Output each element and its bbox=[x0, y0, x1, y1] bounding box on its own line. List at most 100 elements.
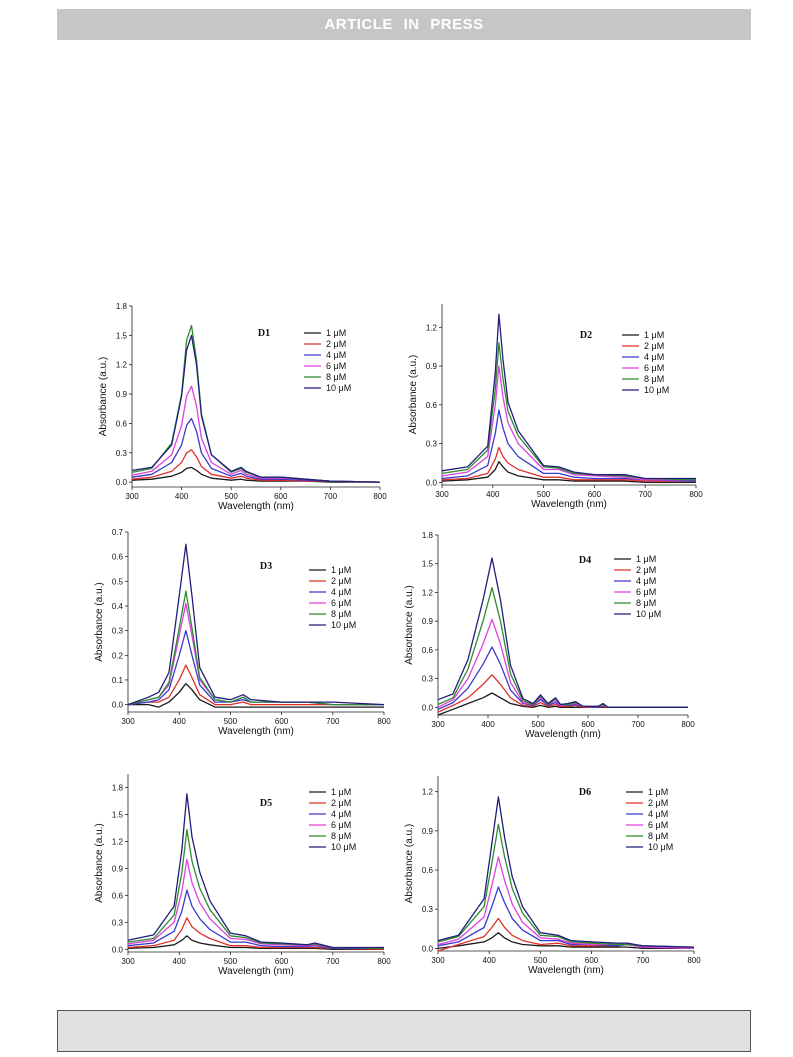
y-tick-label: 0.3 bbox=[422, 905, 434, 914]
legend-label: 2 μM bbox=[636, 565, 656, 575]
y-tick-label: 0.0 bbox=[116, 478, 128, 487]
legend-label: 2 μM bbox=[326, 339, 346, 349]
panel-title: D2 bbox=[580, 330, 592, 341]
y-tick-label: 0.0 bbox=[112, 701, 124, 710]
legend-label: 2 μM bbox=[331, 798, 351, 808]
legend-label: 4 μM bbox=[648, 809, 668, 819]
chart-d4: 300 400 500 600 700 800 0.0 0.3 0.6 0.9 1.2 1.5 1.8 W… bbox=[404, 531, 695, 740]
series-line-6m bbox=[437, 618, 688, 708]
legend-label: 10 μM bbox=[326, 383, 351, 393]
y-axis-title: Absorbance (a.u.) bbox=[404, 585, 415, 665]
x-tick-label: 400 bbox=[173, 957, 187, 966]
y-tick-label: 0.5 bbox=[112, 577, 124, 586]
y-tick-label: 0.3 bbox=[116, 449, 128, 458]
y-tick-label: 1.2 bbox=[422, 588, 434, 597]
y-tick-label: 0.6 bbox=[116, 419, 128, 428]
series-line-6m bbox=[441, 365, 696, 481]
x-tick-label: 600 bbox=[585, 956, 599, 965]
legend-label: 6 μM bbox=[331, 820, 351, 830]
legend-label: 4 μM bbox=[636, 576, 656, 586]
y-tick-label: 0.3 bbox=[112, 627, 124, 636]
series-line-6m bbox=[131, 385, 381, 483]
x-tick-label: 700 bbox=[631, 720, 645, 729]
series-line-4m bbox=[127, 629, 384, 706]
legend-label: 8 μM bbox=[331, 609, 351, 619]
y-tick-label: 0.9 bbox=[426, 362, 438, 371]
legend-label: 1 μM bbox=[331, 787, 351, 797]
legend-label: 2 μM bbox=[331, 576, 351, 586]
series-line-2m bbox=[437, 674, 688, 713]
y-axis-title: Absorbance (a.u.) bbox=[404, 824, 415, 904]
series-line-4m bbox=[437, 886, 695, 950]
x-tick-label: 800 bbox=[377, 957, 391, 966]
y-tick-label: 0.0 bbox=[112, 945, 124, 954]
series-line-1m bbox=[127, 935, 384, 950]
series-line-1m bbox=[437, 932, 694, 950]
y-tick-label: 0.4 bbox=[112, 602, 124, 611]
series-line-2m bbox=[127, 917, 385, 950]
x-tick-label: 500 bbox=[224, 957, 238, 966]
y-tick-label: 1.8 bbox=[116, 302, 128, 311]
y-tick-label: 0.0 bbox=[422, 944, 434, 953]
legend-label: 8 μM bbox=[636, 598, 656, 608]
x-tick-label: 700 bbox=[636, 956, 650, 965]
x-axis-title: Wavelength (nm) bbox=[218, 966, 294, 977]
x-tick-label: 600 bbox=[581, 720, 595, 729]
chart-d2: 300 400 500 600 700 800 0.0 0.3 0.6 0.9 1.2 Wavelen… bbox=[408, 304, 703, 510]
x-tick-label: 300 bbox=[431, 720, 445, 729]
y-tick-label: 0.3 bbox=[426, 440, 438, 449]
footer-box bbox=[57, 1010, 751, 1052]
panel-title: D6 bbox=[579, 787, 591, 798]
y-tick-label: 0.1 bbox=[112, 676, 124, 685]
x-tick-label: 700 bbox=[326, 717, 340, 726]
x-tick-label: 400 bbox=[175, 492, 189, 501]
x-tick-label: 800 bbox=[687, 956, 701, 965]
legend-label: 1 μM bbox=[648, 787, 668, 797]
y-tick-label: 0.3 bbox=[422, 675, 434, 684]
x-axis-title: Wavelength (nm) bbox=[531, 499, 607, 510]
legend-label: 8 μM bbox=[648, 831, 668, 841]
series-line-10m bbox=[127, 793, 384, 949]
legend-label: 6 μM bbox=[648, 820, 668, 830]
legend-label: 8 μM bbox=[326, 372, 346, 382]
series-line-4m bbox=[441, 409, 697, 482]
series-line-1m bbox=[128, 682, 384, 708]
legend-label: 4 μM bbox=[644, 352, 664, 362]
legend-label: 4 μM bbox=[331, 809, 351, 819]
legend-label: 10 μM bbox=[644, 385, 669, 395]
y-tick-label: 1.8 bbox=[112, 783, 124, 792]
x-tick-label: 500 bbox=[224, 717, 238, 726]
series-line-6m bbox=[437, 856, 695, 950]
series-line-8m bbox=[441, 342, 697, 481]
legend-label: 10 μM bbox=[648, 842, 673, 852]
panel-title: D1 bbox=[258, 328, 270, 339]
series-line-4m bbox=[131, 417, 381, 483]
x-tick-label: 500 bbox=[537, 490, 551, 499]
y-tick-label: 1.2 bbox=[116, 361, 128, 370]
x-tick-label: 800 bbox=[681, 720, 695, 729]
legend-label: 8 μM bbox=[644, 374, 664, 384]
x-tick-label: 700 bbox=[639, 490, 653, 499]
y-axis-title: Absorbance (a.u.) bbox=[408, 355, 419, 435]
x-tick-label: 600 bbox=[274, 492, 288, 501]
x-tick-label: 500 bbox=[225, 492, 239, 501]
x-tick-label: 600 bbox=[275, 957, 289, 966]
legend-label: 10 μM bbox=[636, 609, 661, 619]
x-tick-label: 800 bbox=[689, 490, 703, 499]
chart-d1: 300 400 500 600 700 800 0.0 0.3 0.6 0.9 1.2 1.5 1.8 W… bbox=[98, 302, 387, 512]
legend-label: 6 μM bbox=[644, 363, 664, 373]
series-line-10m bbox=[127, 543, 385, 706]
x-tick-label: 600 bbox=[588, 490, 602, 499]
legend-label: 6 μM bbox=[331, 598, 351, 608]
x-tick-label: 300 bbox=[431, 956, 445, 965]
x-tick-label: 800 bbox=[377, 717, 391, 726]
y-tick-label: 0.0 bbox=[426, 478, 438, 487]
y-tick-label: 0.6 bbox=[426, 401, 438, 410]
y-tick-label: 0.6 bbox=[422, 866, 434, 875]
legend-label: 4 μM bbox=[331, 587, 351, 597]
y-tick-label: 1.2 bbox=[112, 837, 124, 846]
legend-label: 6 μM bbox=[326, 361, 346, 371]
legend-label: 4 μM bbox=[326, 350, 346, 360]
panel-title: D4 bbox=[579, 555, 591, 566]
x-tick-label: 400 bbox=[481, 720, 495, 729]
